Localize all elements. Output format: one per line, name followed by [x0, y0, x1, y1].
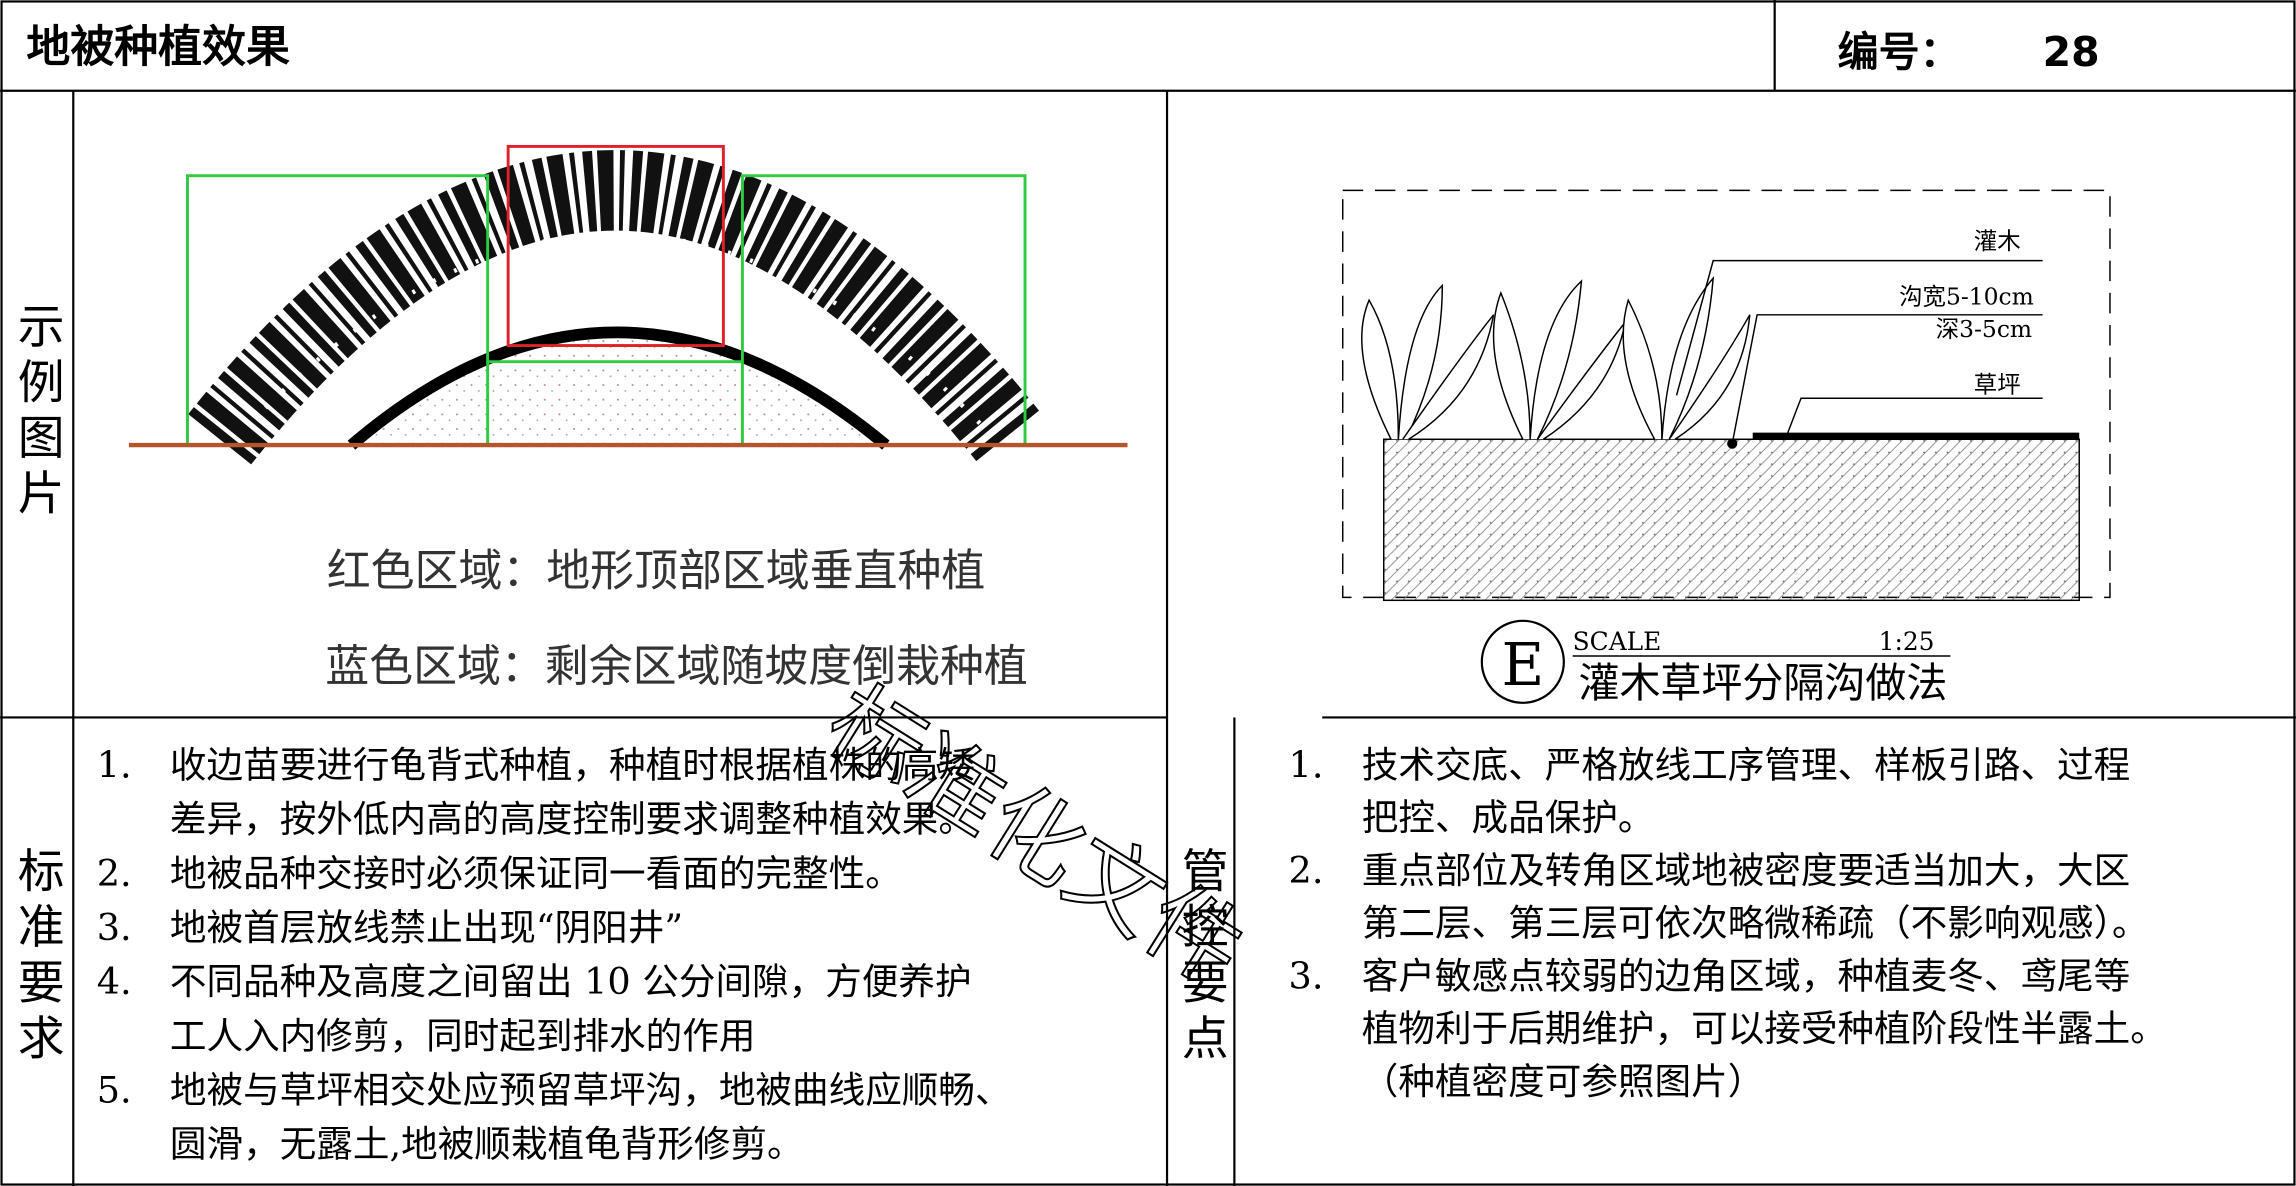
number: 28	[2043, 28, 2100, 76]
list-number: 4.	[97, 960, 132, 1003]
row-label: 标准要求	[10, 846, 64, 1069]
list-number: 1.	[1289, 743, 1324, 786]
drawing-label: 灌木	[1974, 227, 2021, 255]
list-text: 圆滑，无露土,地被顺栽植龟背形修剪。	[170, 1123, 804, 1166]
list-number: 3.	[97, 906, 132, 949]
mound-illustration	[128, 144, 1128, 465]
list-text: 不同品种及高度之间留出 10 公分间隙，方便养护	[170, 960, 972, 1003]
drawing-label: 深3-5cm	[1936, 315, 2032, 343]
scale: 1:25	[1879, 627, 1935, 656]
list-text: 植物利于后期维护，可以接受种植阶段性半露土。	[1362, 1007, 2167, 1050]
caption: 红色区域：地形顶部区域垂直种植	[327, 546, 986, 597]
drawing-label: 草坪	[1974, 370, 2021, 398]
detail-mark: E	[1501, 631, 1544, 699]
list-number: 1.	[97, 743, 132, 786]
title: 地被种植效果	[26, 21, 290, 72]
lists: 1. 收边苗要进行龟背式种植，种植时根据植株的高矮差异，按外低内高的高度控制要求调…	[97, 743, 2167, 1165]
list-text: 技术交底、严格放线工序管理、样板引路、过程	[1362, 743, 2130, 786]
list-number: 2.	[1289, 849, 1324, 892]
list-text: 客户敏感点较弱的边角区域，种植麦冬、鸢尾等	[1362, 954, 2130, 997]
caption: 蓝色区域：剩余区域随坡度倒栽种植	[325, 641, 1028, 692]
list-text: 地被与草坪相交处应预留草坪沟，地被曲线应顺畅、	[170, 1069, 1012, 1112]
list-text: （种植密度可参照图片）	[1362, 1060, 1765, 1103]
list-text: 把控、成品保护。	[1362, 796, 1655, 839]
list-number: 2.	[97, 852, 132, 895]
list-text: 工人入内修剪，同时起到排水的作用	[170, 1014, 756, 1057]
drawing-label: 沟宽5-10cm	[1899, 283, 2034, 311]
list-number: 3.	[1289, 954, 1324, 997]
list-text: 地被首层放线禁止出现“阴阳井”	[170, 906, 683, 949]
detail-title: 灌木草坪分隔沟做法	[1578, 659, 1947, 707]
list-text: 收边苗要进行龟背式种植，种植时根据植株的高矮	[170, 743, 975, 786]
scale-label: SCALE	[1573, 627, 1662, 656]
section-drawing	[1342, 189, 2111, 704]
list-text: 差异，按外低内高的高度控制要求调整种植效果。	[170, 798, 975, 841]
row-label: 示例图片	[10, 302, 64, 525]
list-text: 重点部位及转角区域地被密度要适当加大，大区	[1362, 849, 2130, 892]
row-label: 管控要点	[1174, 846, 1228, 1069]
list-text: 地被品种交接时必须保证同一看面的完整性。	[170, 852, 902, 895]
list-number: 5.	[97, 1069, 132, 1112]
number-label: 编号：	[1838, 28, 1961, 76]
list-text: 第二层、第三层可依次略微稀疏（不影响观感）。	[1362, 902, 2149, 945]
